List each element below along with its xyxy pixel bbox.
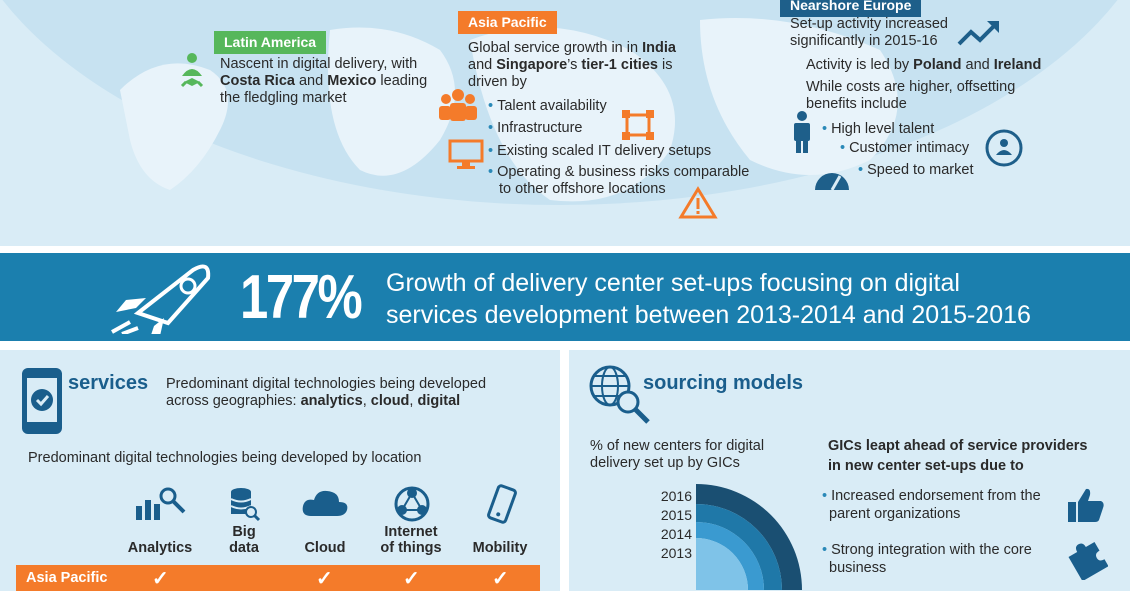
trend-up-icon — [957, 21, 999, 46]
tech-label-bigdata-2: data — [229, 540, 259, 556]
reason-1-line-2: parent organizations — [829, 506, 961, 522]
reason-2-line-1: Strong integration with the core — [822, 542, 1032, 559]
asia-pacific-row — [16, 565, 540, 591]
check-iot: ✓ — [403, 568, 420, 590]
network-people-icon — [180, 53, 204, 88]
puzzle-icon — [1068, 541, 1108, 580]
tech-label-iot-1: Internet — [384, 524, 438, 540]
tech-label-analytics-2: Analytics — [127, 540, 193, 556]
banner-line-1: Growth of delivery center set-ups focusi… — [386, 269, 960, 297]
europe-led: Activity is led by Poland and Ireland — [806, 57, 1042, 73]
rocket-icon — [111, 264, 211, 334]
asia-bullet-4: Operating & business risks comparable — [488, 164, 749, 181]
speedometer-icon — [815, 173, 849, 191]
tech-label-mobility-2: Mobility — [472, 540, 528, 556]
banner-line-2: services development between 2013-2014 a… — [386, 301, 1031, 329]
asia-pacific-intro: Global service growth in in India and Si… — [468, 40, 676, 90]
monitor-icon — [448, 139, 484, 169]
year-2013: 2013 — [660, 545, 692, 561]
team-icon — [439, 89, 477, 121]
asia-bullet-3: Existing scaled IT delivery setups — [488, 143, 711, 160]
row-region-label: Asia Pacific — [26, 570, 108, 586]
check-mobility: ✓ — [492, 568, 509, 590]
year-2015: 2015 — [660, 507, 692, 523]
check-analytics: ✓ — [152, 568, 169, 590]
growth-banner — [0, 253, 1130, 341]
gic-share-radial-chart — [696, 484, 802, 590]
mobile-icon — [487, 484, 517, 524]
sourcing-title: sourcing models — [643, 372, 804, 394]
europe-growth-2: significantly in 2015-16 — [790, 33, 938, 49]
map-section: Latin America Nascent in digital deliver… — [0, 0, 1130, 246]
nearshore-europe-tag: Nearshore Europe — [780, 0, 922, 17]
asia-bullet-1: Talent availability — [488, 98, 607, 115]
services-desc-1: Predominant digital technologies being d… — [166, 376, 487, 392]
reason-1-line-1: Increased endorsement from the — [822, 488, 1041, 505]
latin-america-tag: Latin America — [214, 31, 327, 54]
tech-label-iot-2: of things — [380, 540, 442, 556]
globe-magnifier-icon — [589, 365, 650, 424]
services-title: services — [68, 372, 149, 394]
services-panel — [0, 350, 560, 591]
sourcing-head-2: in new center set-ups due to — [828, 458, 1024, 474]
sourcing-head-1: GICs leapt ahead of service providers — [828, 438, 1088, 454]
customer-target-icon — [985, 129, 1023, 167]
asia-bullet-2: Infrastructure — [488, 120, 582, 137]
asia-pacific-tag: Asia Pacific — [458, 11, 557, 34]
europe-cost-2: benefits include — [806, 96, 907, 112]
services-by-location: Predominant digital technologies being d… — [28, 450, 422, 466]
tech-label-cloud-2: Cloud — [304, 540, 346, 556]
asia-bullet-4-cont: to other offshore locations — [499, 181, 666, 197]
sourcing-desc-1: % of new centers for digital — [590, 438, 765, 454]
europe-bullet-3: Speed to market — [858, 162, 973, 179]
sourcing-desc-2: delivery set up by GICs — [590, 455, 740, 471]
services-desc-2: across geographies: analytics, cloud, di… — [166, 393, 461, 409]
growth-percentage: 177% — [240, 263, 363, 332]
europe-growth-1: Set-up activity increased — [790, 16, 948, 32]
database-icon — [230, 488, 261, 522]
europe-bullet-1: High level talent — [822, 121, 934, 138]
businessman-icon — [794, 111, 810, 153]
cloud-icon — [302, 490, 348, 516]
latin-america-text: Nascent in digital delivery, with Costa … — [220, 56, 428, 106]
check-cloud: ✓ — [316, 568, 333, 590]
infrastructure-icon — [622, 110, 654, 140]
analytics-icon — [136, 487, 186, 520]
europe-cost-1: While costs are higher, offsetting — [806, 79, 1016, 95]
smartphone-check-icon — [22, 368, 62, 434]
thumbs-up-icon — [1068, 488, 1104, 522]
tech-label-bigdata-1: Big — [232, 524, 256, 540]
europe-bullet-2: Customer intimacy — [840, 140, 969, 157]
year-2016: 2016 — [660, 488, 692, 504]
year-2014: 2014 — [660, 526, 692, 542]
warning-icon — [678, 186, 718, 219]
iot-icon — [394, 486, 430, 522]
reason-2-line-2: business — [829, 560, 887, 576]
